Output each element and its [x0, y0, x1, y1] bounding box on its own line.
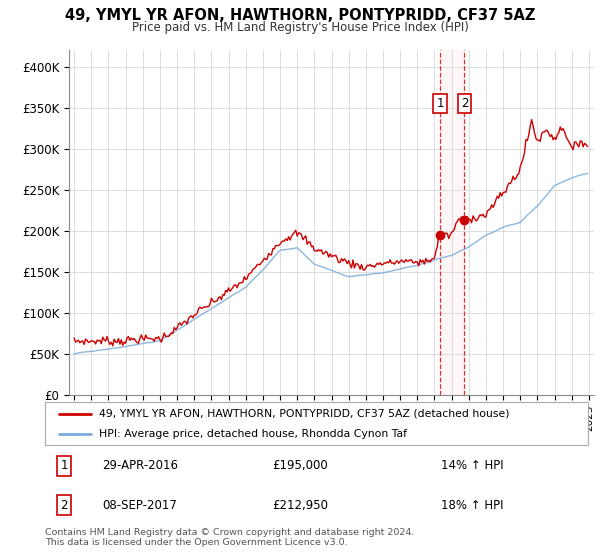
- Text: 29-APR-2016: 29-APR-2016: [102, 459, 178, 473]
- Text: Contains HM Land Registry data © Crown copyright and database right 2024.
This d: Contains HM Land Registry data © Crown c…: [45, 528, 415, 547]
- Text: 1: 1: [60, 459, 68, 473]
- Text: 49, YMYL YR AFON, HAWTHORN, PONTYPRIDD, CF37 5AZ: 49, YMYL YR AFON, HAWTHORN, PONTYPRIDD, …: [65, 8, 535, 24]
- Text: 14% ↑ HPI: 14% ↑ HPI: [442, 459, 504, 473]
- Text: £212,950: £212,950: [272, 498, 328, 512]
- Text: 2: 2: [60, 498, 68, 512]
- Text: 18% ↑ HPI: 18% ↑ HPI: [442, 498, 504, 512]
- FancyBboxPatch shape: [45, 402, 588, 445]
- Text: £195,000: £195,000: [272, 459, 328, 473]
- Text: 2: 2: [461, 97, 468, 110]
- Text: Price paid vs. HM Land Registry's House Price Index (HPI): Price paid vs. HM Land Registry's House …: [131, 21, 469, 34]
- Text: HPI: Average price, detached house, Rhondda Cynon Taf: HPI: Average price, detached house, Rhon…: [100, 430, 407, 440]
- Text: 1: 1: [436, 97, 444, 110]
- Text: 49, YMYL YR AFON, HAWTHORN, PONTYPRIDD, CF37 5AZ (detached house): 49, YMYL YR AFON, HAWTHORN, PONTYPRIDD, …: [100, 409, 510, 419]
- Text: 08-SEP-2017: 08-SEP-2017: [103, 498, 178, 512]
- Bar: [440, 50, 464, 395]
